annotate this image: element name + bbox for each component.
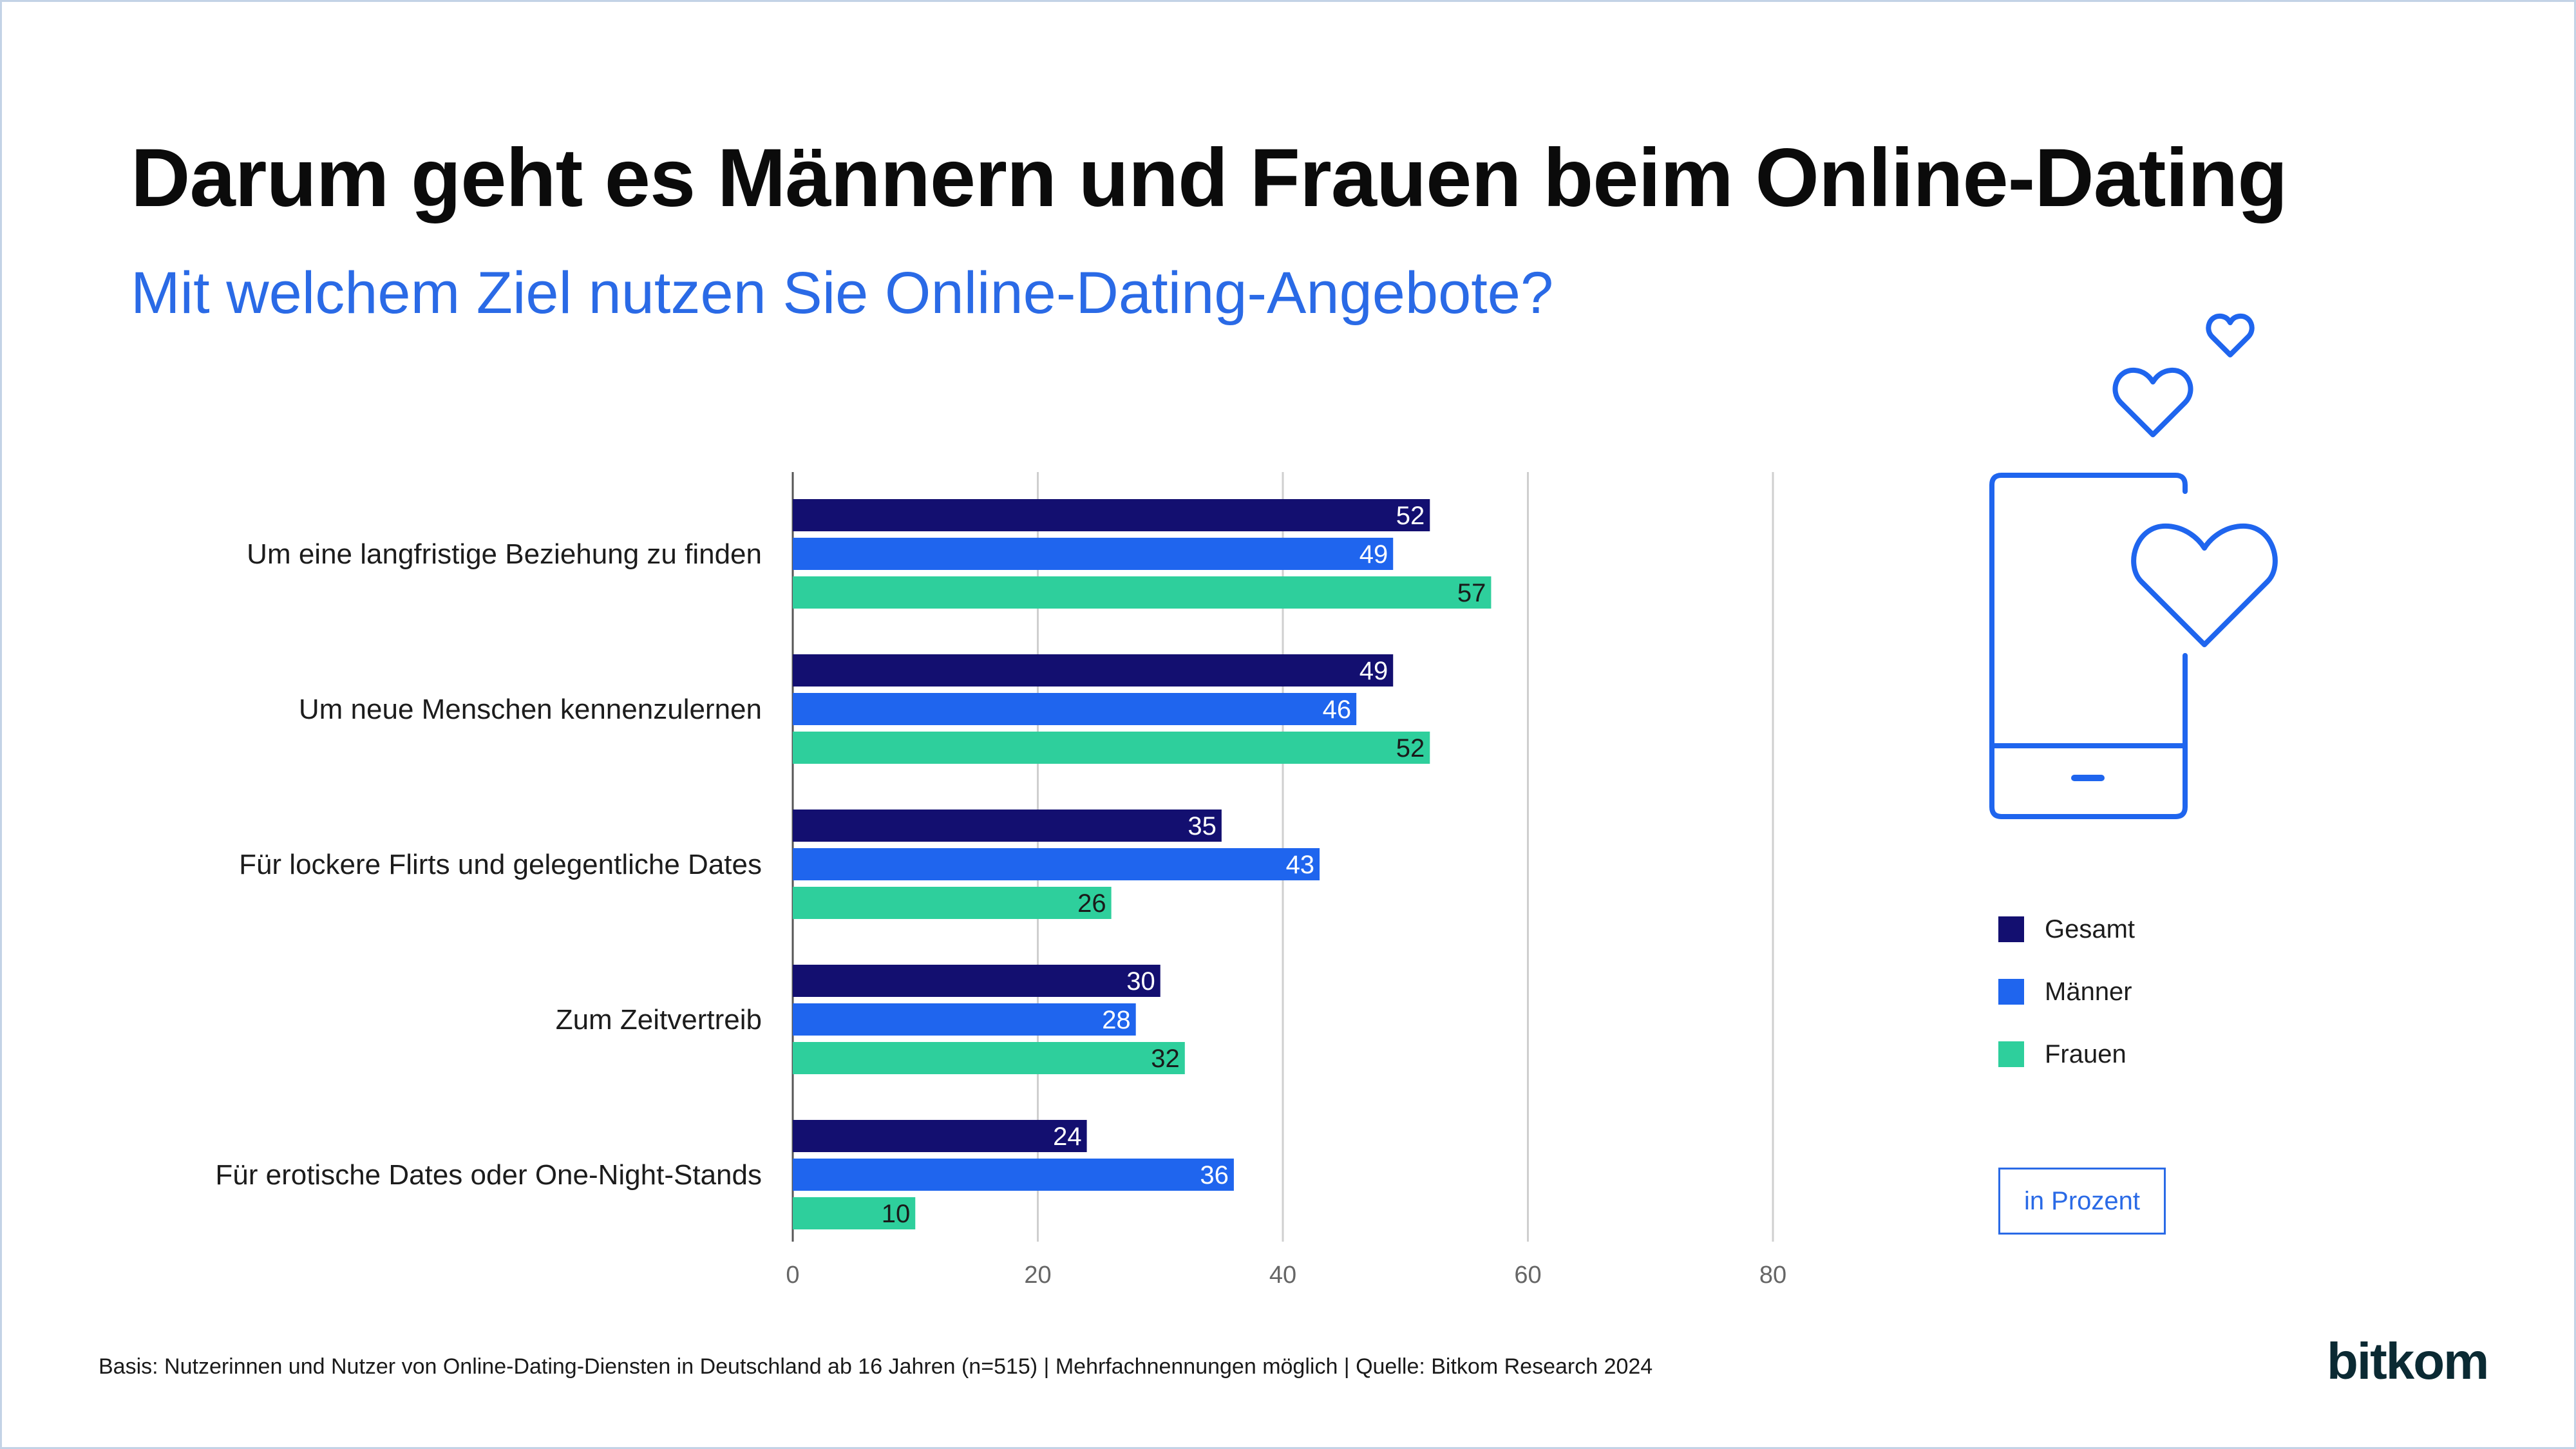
bar [793, 654, 1394, 687]
heart-icon [2131, 523, 2278, 647]
category-label: Um eine langfristige Beziehung zu finden [247, 538, 762, 570]
chart-subtitle: Mit welchem Ziel nutzen Sie Online-Datin… [131, 260, 1554, 326]
legend-label: Frauen [2045, 1039, 2126, 1068]
legend-swatch [1998, 979, 2024, 1005]
heart-icon [2206, 313, 2255, 357]
footnote: Basis: Nutzerinnen und Nutzer von Online… [99, 1354, 1653, 1379]
data-label: 57 [1457, 579, 1486, 607]
bar [793, 1120, 1087, 1152]
data-label: 43 [1286, 851, 1315, 879]
bar-chart: 0 20 40 60 80 Um eine langfristige Beziehung … [215, 472, 1786, 1289]
data-label: 52 [1396, 734, 1425, 762]
data-label: 26 [1077, 889, 1106, 918]
bar [793, 848, 1320, 880]
data-label: 32 [1151, 1045, 1180, 1073]
bar [793, 499, 1430, 531]
x-tick-label: 20 [1024, 1262, 1051, 1289]
data-label: 36 [1200, 1161, 1229, 1189]
phone-icon [1989, 313, 2278, 819]
category-label: Um neue Menschen kennenzulernen [299, 694, 762, 725]
bar [793, 1042, 1185, 1074]
bar [793, 1003, 1136, 1036]
legend-label: Männer [2045, 977, 2132, 1006]
bar [793, 693, 1357, 725]
data-label: 35 [1188, 812, 1217, 840]
bar [793, 810, 1222, 842]
data-label: 46 [1323, 696, 1352, 724]
bar [793, 1159, 1234, 1191]
bar [793, 887, 1112, 919]
category-label: Für lockere Flirts und gelegentliche Dat… [239, 849, 762, 880]
data-label: 10 [882, 1200, 911, 1228]
legend-swatch [1998, 1041, 2024, 1067]
bar [793, 1197, 916, 1229]
bar [793, 732, 1430, 764]
legend-item: Gesamt [1998, 910, 2256, 949]
legend-swatch [1998, 916, 2024, 942]
data-label: 28 [1102, 1006, 1131, 1034]
data-label: 24 [1053, 1122, 1082, 1151]
x-tick-label: 80 [1759, 1262, 1786, 1289]
bar [793, 576, 1492, 609]
data-label: 30 [1126, 967, 1155, 996]
bar [793, 538, 1394, 570]
unit-box: in Prozent [1998, 1168, 2166, 1235]
bar [793, 965, 1160, 997]
x-tick-label: 40 [1269, 1262, 1296, 1289]
data-label: 49 [1359, 540, 1388, 569]
category-label: Zum Zeitvertreib [556, 1004, 762, 1036]
chart-title: Darum geht es Männern und Frauen beim On… [131, 132, 2287, 224]
category-label: Für erotische Dates oder One-Night-Stand… [215, 1159, 762, 1191]
data-label: 49 [1359, 657, 1388, 685]
heart-icon [2112, 368, 2193, 437]
legend-item: Frauen [1998, 1035, 2256, 1074]
x-tick-label: 0 [786, 1262, 799, 1289]
bitkom-logo: bitkom [2327, 1332, 2489, 1390]
x-tick-label: 60 [1514, 1262, 1541, 1289]
data-label: 52 [1396, 502, 1425, 530]
legend-label: Gesamt [2045, 914, 2136, 943]
legend-item: Männer [1998, 972, 2256, 1011]
